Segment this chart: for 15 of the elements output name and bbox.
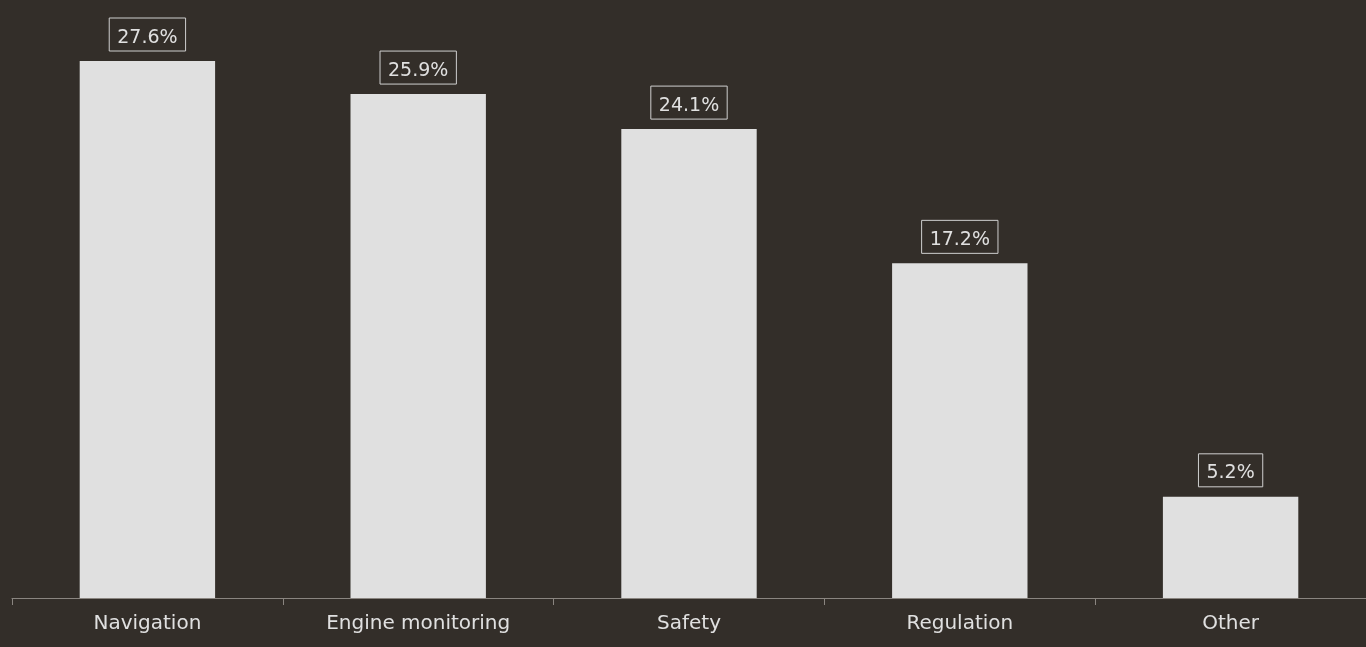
bar: [892, 263, 1028, 598]
x-tick-label: Regulation: [906, 610, 1014, 634]
x-tick-label: Engine monitoring: [326, 610, 511, 634]
bar: [1162, 496, 1299, 598]
bar: [621, 129, 757, 598]
x-tick-label: Navigation: [93, 610, 202, 634]
data-label: 25.9%: [388, 57, 449, 80]
data-label: 17.2%: [929, 226, 990, 249]
data-label: 24.1%: [658, 92, 720, 115]
data-label: 5.2%: [1206, 460, 1255, 483]
x-tick-label: Other: [1202, 610, 1260, 634]
bar: [79, 61, 216, 598]
data-label: 27.6%: [117, 24, 178, 47]
x-tick-label: Safety: [657, 610, 722, 634]
bar: [350, 94, 486, 598]
